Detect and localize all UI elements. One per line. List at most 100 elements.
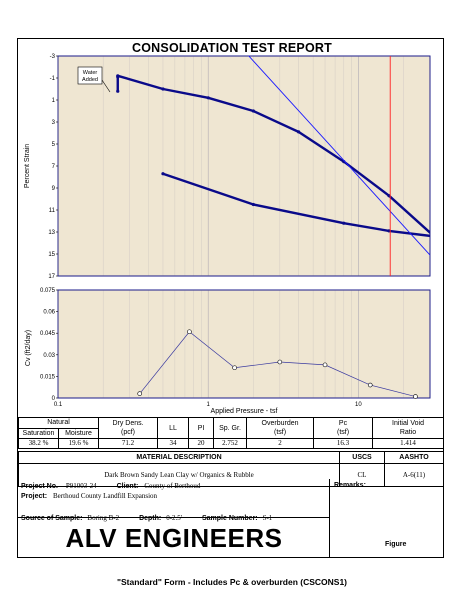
tangent-line xyxy=(248,56,430,256)
y-tick-label: 0.075 xyxy=(40,288,56,294)
cv-point xyxy=(367,382,373,388)
dry-dens-header: Dry Dens. (pcf) xyxy=(98,417,159,439)
report-frame xyxy=(17,38,444,558)
x-axis-label: Applied Pressure - tsf xyxy=(211,408,278,415)
data-point xyxy=(161,87,165,91)
remarks-label: Remarks: xyxy=(334,482,366,489)
pc-value: 16.3 xyxy=(313,438,374,449)
company-block: ALV ENGINEERS xyxy=(18,517,330,557)
cv-plot-area xyxy=(57,289,431,399)
strain-plot-area xyxy=(57,55,431,277)
water-note-box xyxy=(77,66,103,85)
cv-y-ticks: 0.075 0.06 0.045 0.03 0.015 0 xyxy=(40,288,58,402)
data-point xyxy=(296,130,301,134)
uscs-header: USCS xyxy=(339,451,385,464)
sample-number-label: Sample Number: xyxy=(202,515,258,522)
cv-point xyxy=(413,394,418,399)
data-point xyxy=(251,202,255,207)
data-point xyxy=(251,109,255,113)
data-point xyxy=(116,74,120,78)
cv-series xyxy=(137,329,418,399)
strain-grid xyxy=(57,56,431,276)
loading-curve xyxy=(116,74,430,235)
cv-point xyxy=(137,391,143,396)
y-tick-label: 15 xyxy=(48,252,55,258)
y-tick-label: 13 xyxy=(48,230,55,236)
y-tick-label: 0.015 xyxy=(40,374,56,380)
saturation-header: Saturation xyxy=(18,427,59,439)
project-label: Project: xyxy=(21,493,48,500)
project-value: Berthoud County Landfill Expansion xyxy=(53,492,158,500)
properties-table: Natural Dry Dens. (pcf) LL PI Sp. Gr. Ov… xyxy=(17,417,445,449)
water-note-leader xyxy=(101,79,111,93)
ll-value: 34 xyxy=(157,438,190,449)
strain-series xyxy=(116,56,436,276)
x-tick-label: 0.1 xyxy=(54,402,63,408)
sp-gr-value: 2.752 xyxy=(213,438,248,449)
form-footer: "Standard" Form - Includes Pc & overburd… xyxy=(116,577,348,587)
data-point xyxy=(116,89,120,93)
ll-header: LL xyxy=(157,417,190,439)
saturation-value: 38.2 % xyxy=(18,438,59,449)
y-tick-label: 7 xyxy=(52,164,56,170)
sp-gr-header: Sp. Gr. xyxy=(213,417,248,439)
source-value: Boring B-2 xyxy=(87,514,120,522)
sample-number-value: S-1 xyxy=(262,514,273,522)
y-tick-label: 0.045 xyxy=(40,331,56,337)
x-tick-label: 10 xyxy=(355,402,362,408)
company-name: ALV ENGINEERS xyxy=(65,523,283,553)
y-tick-label: 9 xyxy=(52,186,56,192)
y-tick-label: 3 xyxy=(52,120,56,126)
data-point xyxy=(206,96,210,100)
y-tick-label: 0 xyxy=(52,396,56,402)
y-tick-label: -3 xyxy=(50,54,56,60)
depth-value: 0-2.5' xyxy=(166,514,183,522)
depth-label: Depth: xyxy=(139,515,162,522)
y-tick-label: 5 xyxy=(52,142,56,148)
project-info: Project No. P91003-24 Client: County of … xyxy=(18,479,330,557)
figure-label: Figure xyxy=(385,541,407,548)
x-tick-label: 1 xyxy=(207,402,211,408)
report-title: CONSOLIDATION TEST REPORT xyxy=(132,41,332,55)
y-tick-label: 0.03 xyxy=(43,353,55,359)
data-point xyxy=(342,221,346,225)
data-point xyxy=(433,235,436,238)
strain-y-axis-label: Percent Strain xyxy=(24,144,31,188)
overburden-header: Overburden (tsf) xyxy=(246,417,315,439)
y-tick-label: -1 xyxy=(50,76,56,82)
cv-point xyxy=(322,362,328,368)
moisture-header: Moisture xyxy=(57,427,100,439)
water-note-line2: Added xyxy=(82,77,98,83)
cv-point xyxy=(187,329,192,335)
source-label: Source of Sample: xyxy=(21,515,83,522)
void-ratio-header: Initial Void Ratio xyxy=(372,417,445,439)
project-no-label: Project No. xyxy=(21,483,58,490)
pc-header: Pc (tsf) xyxy=(313,417,374,439)
material-table: MATERIAL DESCRIPTION USCS AASHTO Dark Br… xyxy=(18,451,444,487)
data-point xyxy=(161,172,165,176)
overburden-value: 2 xyxy=(246,438,315,449)
moisture-value: 19.6 % xyxy=(57,438,100,449)
data-point xyxy=(433,235,436,238)
material-header: MATERIAL DESCRIPTION xyxy=(18,451,340,464)
cv-x-ticks: 0.1 1 10 xyxy=(54,402,363,408)
water-note-line1: Water xyxy=(83,70,98,76)
pi-header: PI xyxy=(188,417,215,439)
pi-value: 20 xyxy=(188,438,215,449)
aashto-header: AASHTO xyxy=(384,451,444,464)
y-tick-label: 17 xyxy=(48,274,55,280)
material-description: Dark Brown Sandy Lean Clay w/ Organics &… xyxy=(18,463,340,487)
cv-point xyxy=(232,365,237,371)
client-label: Client: xyxy=(116,483,139,490)
cv-point xyxy=(277,359,283,365)
aashto-value: A-6(11) xyxy=(384,463,444,487)
client-value: County of Berthoud xyxy=(144,482,201,490)
project-no-value: P91003-24 xyxy=(65,482,97,490)
natural-label: Natural xyxy=(17,417,100,429)
uscs-value: CL xyxy=(339,463,385,487)
y-tick-label: 1 xyxy=(52,98,56,104)
dry-dens-value: 71.2 xyxy=(98,438,159,449)
y-tick-label: 11 xyxy=(49,208,56,214)
